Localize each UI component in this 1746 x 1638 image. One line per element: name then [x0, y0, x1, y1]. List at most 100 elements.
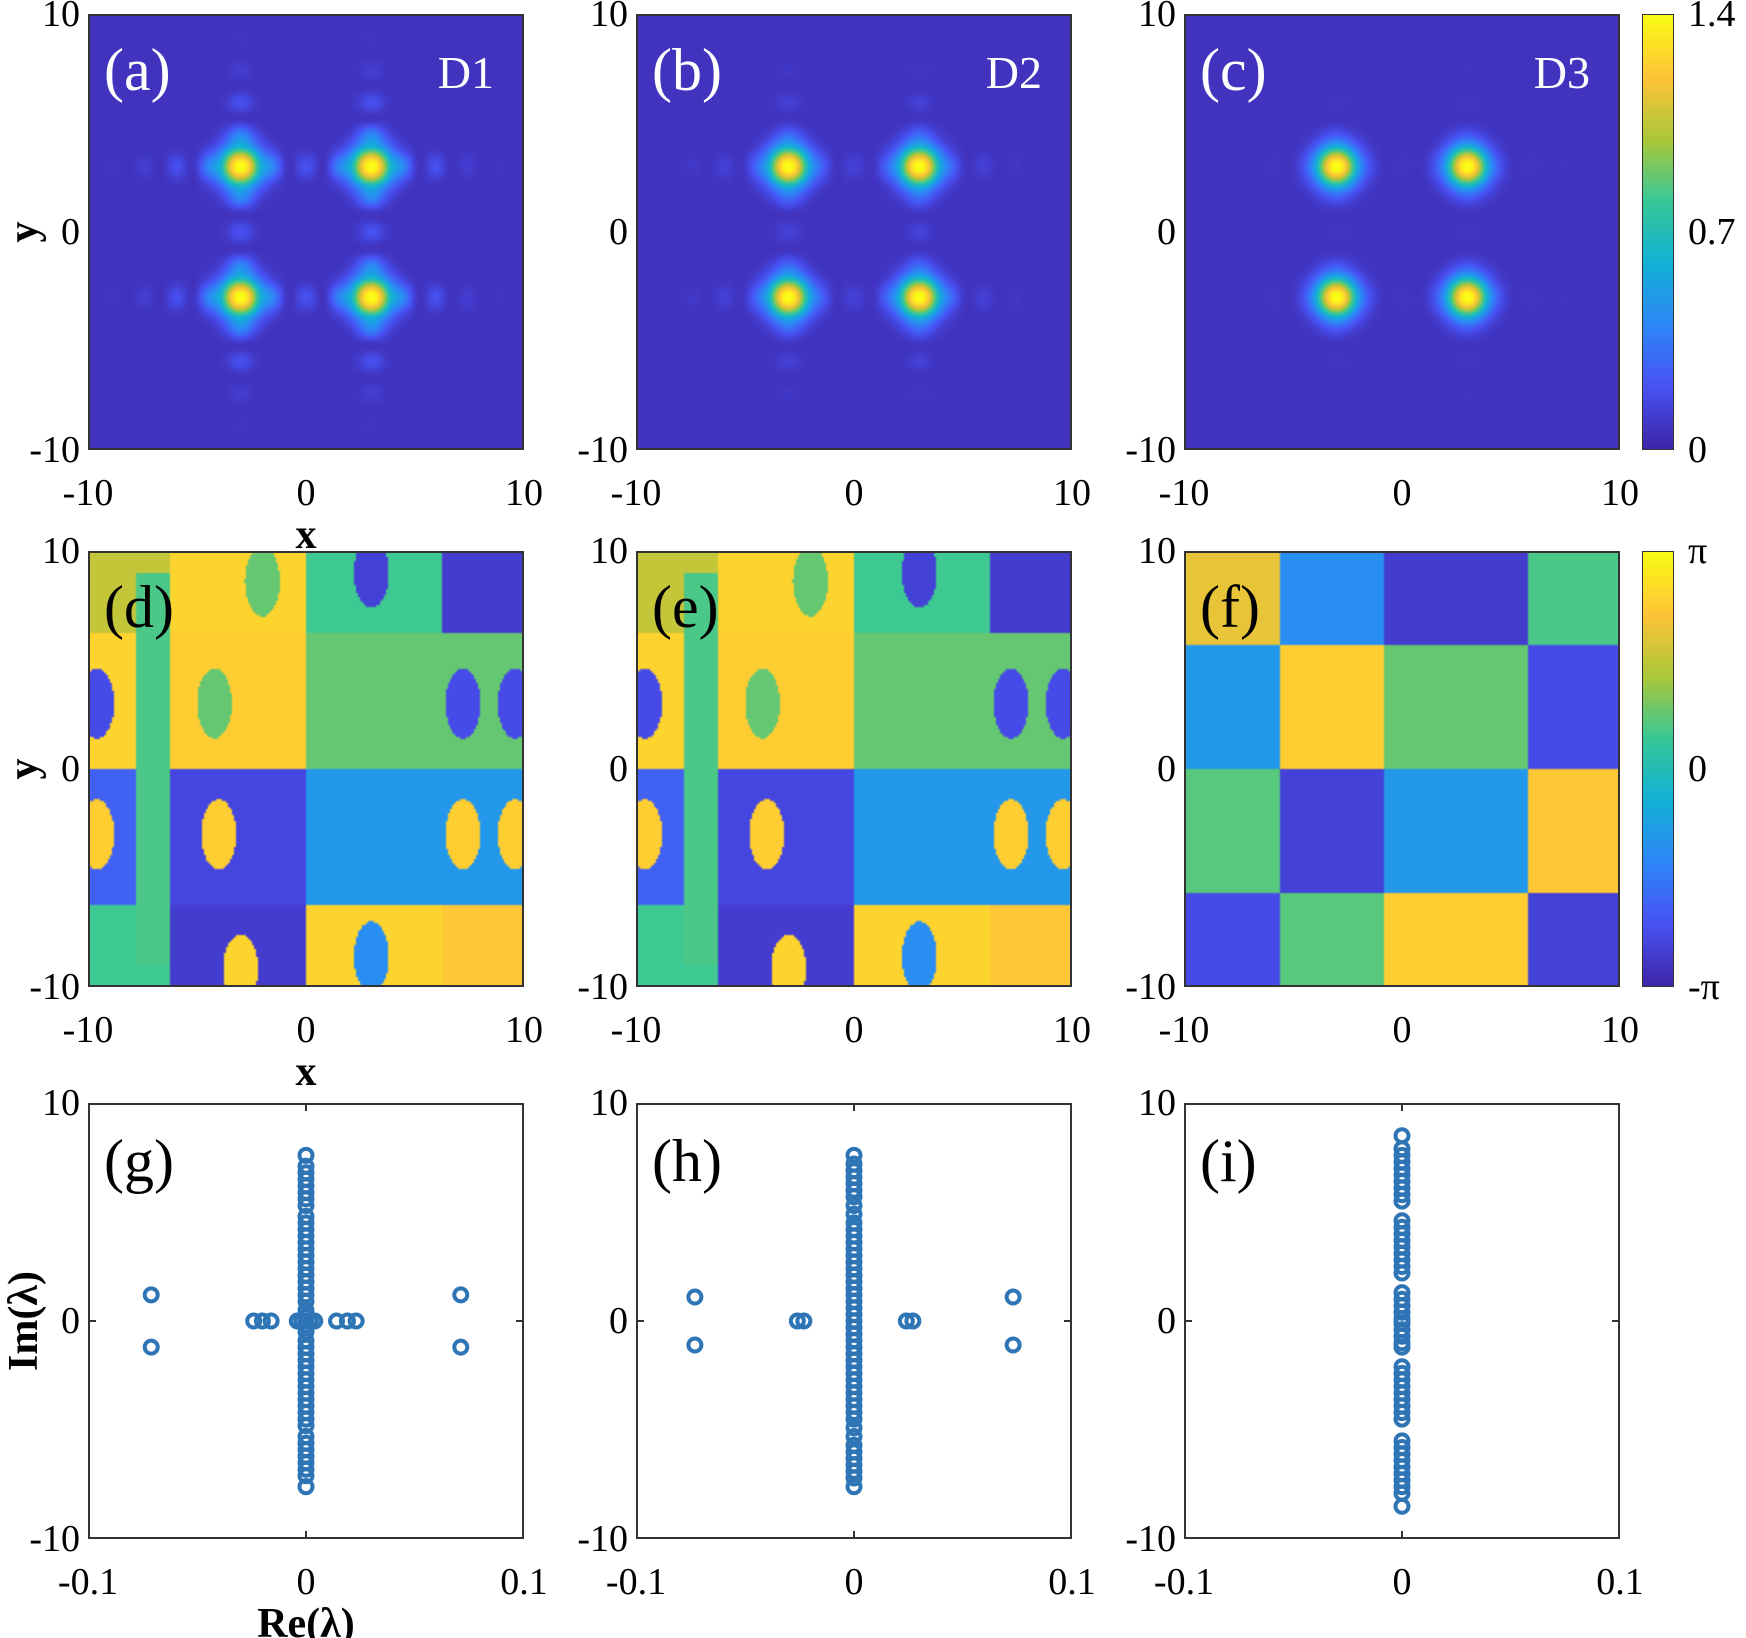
y-tick-label: -10: [1125, 966, 1176, 1008]
x-axis-label: Re(λ): [257, 1601, 355, 1638]
eigenvalue-marker: [845, 1404, 863, 1422]
y-tick-label: -10: [1125, 429, 1176, 471]
x-tick-label: 10: [1053, 472, 1091, 514]
panel-f: (f): [1184, 551, 1620, 987]
y-tick-label: 10: [1138, 530, 1176, 572]
x-tick-label: 0.1: [1596, 1561, 1644, 1603]
eigenvalue-marker: [1393, 1338, 1411, 1356]
y-tick-label: 10: [42, 1082, 80, 1124]
y-tick-label: -10: [29, 966, 80, 1008]
eigenvalue-marker: [347, 1312, 365, 1330]
eigenvalue-marker: [452, 1286, 470, 1304]
eigenvalue-marker: [788, 1312, 806, 1330]
eigenvalue-marker: [1393, 1192, 1411, 1210]
y-tick-label: 0: [61, 748, 80, 790]
axes-frame: [1184, 1103, 1620, 1539]
eigenvalue-marker: [1004, 1336, 1022, 1354]
x-tick-label: 10: [505, 1009, 543, 1051]
eigenvalue-marker: [904, 1312, 922, 1330]
x-tick-label: -10: [610, 472, 662, 514]
phase-heatmap: [636, 551, 1072, 987]
colorbar-tick-label: 0: [1688, 429, 1707, 471]
panel-label: (a): [104, 37, 171, 103]
eigenvalue-marker: [297, 1286, 315, 1304]
phase-heatmap: [1184, 551, 1620, 987]
x-tick-label: -0.1: [1153, 1561, 1215, 1603]
amplitude-heatmap: [636, 14, 1072, 450]
eigenvalue-marker: [262, 1312, 280, 1330]
eigenvalue-marker: [297, 1460, 315, 1478]
x-tick-label: 10: [505, 472, 543, 514]
colorbar-tick-label: -π: [1688, 966, 1720, 1008]
eigenvalue-marker: [686, 1288, 704, 1306]
eigenvalue-marker: [845, 1428, 863, 1446]
panel-c: (c) D3: [1184, 14, 1620, 450]
x-tick-label: 0: [296, 1561, 316, 1603]
y-axis-label: y: [1, 758, 47, 780]
panel-label: (g): [104, 1128, 174, 1194]
panel-label: (d): [104, 574, 174, 640]
axes-frame: [636, 1103, 1072, 1539]
eigenvalue-marker: [845, 1478, 863, 1496]
eigenvalue-marker: [297, 1417, 315, 1435]
axes-frame: [88, 551, 524, 987]
eigenvalue-marker: [253, 1312, 271, 1330]
panel-label: (i): [1200, 1128, 1257, 1194]
x-tick-label: 0: [1392, 472, 1412, 514]
eigenvalue-marker: [297, 1467, 315, 1485]
scatter-plot: [1184, 1103, 1620, 1539]
eigenvalue-marker: [452, 1338, 470, 1356]
eigenvalue-marker: [686, 1336, 704, 1354]
axes-frame: [636, 14, 1072, 450]
eigenvalue-marker: [297, 1196, 315, 1214]
x-tick-label: -0.1: [605, 1561, 667, 1603]
colorbar-tick-label: 1.4: [1688, 0, 1736, 35]
eigenvalue-marker: [845, 1188, 863, 1206]
panel-e: (e): [636, 551, 1072, 987]
eigenvalue-marker: [245, 1312, 263, 1330]
eigenvalue-marker: [1393, 1404, 1411, 1422]
y-axis-label: y: [1, 221, 47, 243]
panel-a: (a) D1: [88, 14, 524, 450]
x-tick-label: 0: [1392, 1561, 1412, 1603]
scatter-plot: [88, 1103, 524, 1539]
x-tick-label: 0: [844, 1561, 864, 1603]
eigenvalue-marker: [142, 1338, 160, 1356]
x-tick-label: -0.1: [57, 1561, 119, 1603]
y-tick-label: -10: [577, 1518, 628, 1560]
x-tick-label: 0: [296, 472, 316, 514]
colorbar: [1642, 551, 1674, 987]
y-tick-label: 10: [42, 0, 80, 35]
y-tick-label: 0: [609, 211, 628, 253]
y-tick-label: 10: [590, 530, 628, 572]
x-tick-label: -10: [610, 1009, 662, 1051]
colorbar: [1642, 14, 1674, 450]
panel-i: (i): [1184, 1103, 1620, 1539]
eigenvalue-marker: [328, 1312, 346, 1330]
y-tick-label: 10: [590, 0, 628, 35]
axes-frame: [88, 14, 524, 450]
eigenvalue-marker: [1004, 1288, 1022, 1306]
axes-frame: [88, 1103, 524, 1539]
x-axis-label: x: [295, 1049, 317, 1095]
axes-frame: [1184, 14, 1620, 450]
x-tick-label: 0: [1392, 1009, 1412, 1051]
colorbar-tick-label: 0.7: [1688, 211, 1736, 253]
y-tick-label: -10: [29, 429, 80, 471]
eigenvalue-marker: [297, 1146, 315, 1164]
eigenvalue-marker: [1393, 1327, 1411, 1345]
colorbar-gradient: [1643, 15, 1673, 449]
y-tick-label: -10: [1125, 1518, 1176, 1560]
scatter-plot: [636, 1103, 1072, 1539]
phase-heatmap: [88, 551, 524, 987]
panel-g: (g): [88, 1103, 524, 1539]
x-tick-label: -10: [62, 1009, 114, 1051]
x-tick-label: -10: [1158, 1009, 1210, 1051]
amplitude-heatmap: [88, 14, 524, 450]
eigenvalue-marker: [297, 1478, 315, 1496]
x-tick-label: 0.1: [500, 1561, 548, 1603]
x-tick-label: 10: [1601, 1009, 1639, 1051]
eigenvalue-marker: [845, 1410, 863, 1428]
x-tick-label: 10: [1601, 472, 1639, 514]
